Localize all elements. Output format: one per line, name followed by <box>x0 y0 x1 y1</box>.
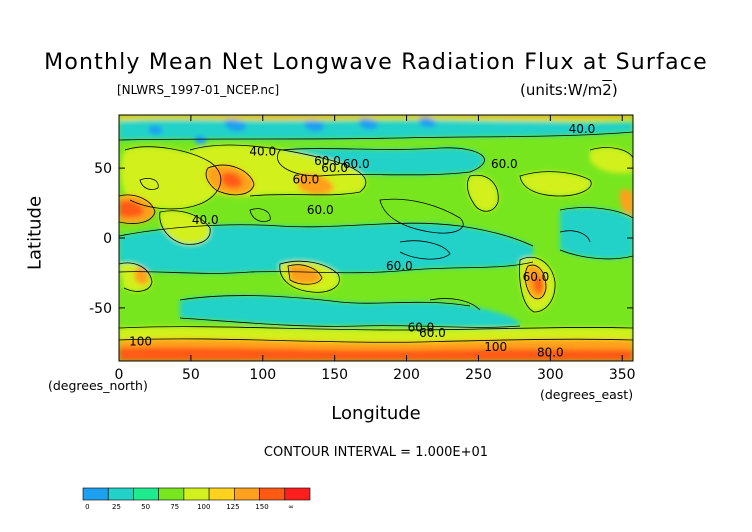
x-tick-label: 0 <box>115 367 124 383</box>
colorbar <box>82 487 311 501</box>
contour-label: 40.0 <box>249 144 276 158</box>
chart-title: Monthly Mean Net Longwave Radiation Flux… <box>44 50 708 75</box>
contour-label: 60.0 <box>343 157 370 171</box>
contour-interval-label: CONTOUR INTERVAL = 1.000E+01 <box>263 445 489 460</box>
colorbar-label: 100 <box>197 503 210 511</box>
x-tick-label: 300 <box>537 367 564 383</box>
colorbar-swatch <box>133 487 159 501</box>
contour-label: 60.0 <box>523 270 550 284</box>
x-tick-label: 150 <box>321 367 348 383</box>
contour-label: 40.0 <box>192 213 219 227</box>
colorbar-swatch <box>107 487 134 501</box>
contour-label: 100 <box>129 334 152 348</box>
x-tick-label: 100 <box>249 367 276 383</box>
colorbar-swatch <box>259 487 286 501</box>
contour-label: 60.0 <box>293 172 320 186</box>
y-tick-label: 50 <box>94 161 112 177</box>
x-unit-label: (degrees_north) <box>48 378 148 393</box>
contour-label: 60.0 <box>314 154 341 168</box>
x-tick-label: 200 <box>393 367 420 383</box>
colorbar-swatch <box>82 487 109 501</box>
contour-label: 60.0 <box>419 326 446 340</box>
colorbar-swatch <box>284 487 311 501</box>
contour-label: 40.0 <box>569 122 596 136</box>
y-tick-label: -50 <box>89 301 112 317</box>
colorbar-swatch <box>183 487 210 501</box>
units-label: (units:W/m2) <box>520 81 618 99</box>
contour-label: 60.0 <box>408 320 435 334</box>
colorbar-swatch <box>234 487 260 501</box>
colorbar-swatch <box>158 487 185 501</box>
y-unit-label: (degrees_east) <box>540 387 634 402</box>
contour-label: 60.0 <box>307 203 334 217</box>
colorbar-label: 150 <box>255 503 268 511</box>
colorbar-label: 25 <box>112 503 121 511</box>
colorbar-label: 0 <box>85 503 89 511</box>
colorbar-label: 50 <box>141 503 150 511</box>
colorbar-label: 75 <box>170 503 179 511</box>
x-tick-label: 350 <box>609 367 636 383</box>
contour-label: 80.0 <box>537 346 564 360</box>
x-tick-label: 250 <box>465 367 492 383</box>
x-tick-label: 50 <box>182 367 200 383</box>
colorbar-swatch <box>208 487 235 501</box>
units-exponent: 2 <box>602 81 612 99</box>
y-tick-label: 0 <box>103 231 112 247</box>
contour-label: 100 <box>484 340 507 354</box>
file-name-label: [NLWRS_1997-01_NCEP.nc] <box>117 83 280 97</box>
contour-label: 60.0 <box>491 157 518 171</box>
x-axis-label: Longitude <box>331 403 421 424</box>
contour-label: 60.0 <box>386 259 413 273</box>
y-axis-label: Latitude <box>24 195 46 271</box>
colorbar-label: 125 <box>226 503 239 511</box>
contour-label: 60.0 <box>321 161 348 175</box>
colorbar-label: ∞ <box>288 503 294 511</box>
